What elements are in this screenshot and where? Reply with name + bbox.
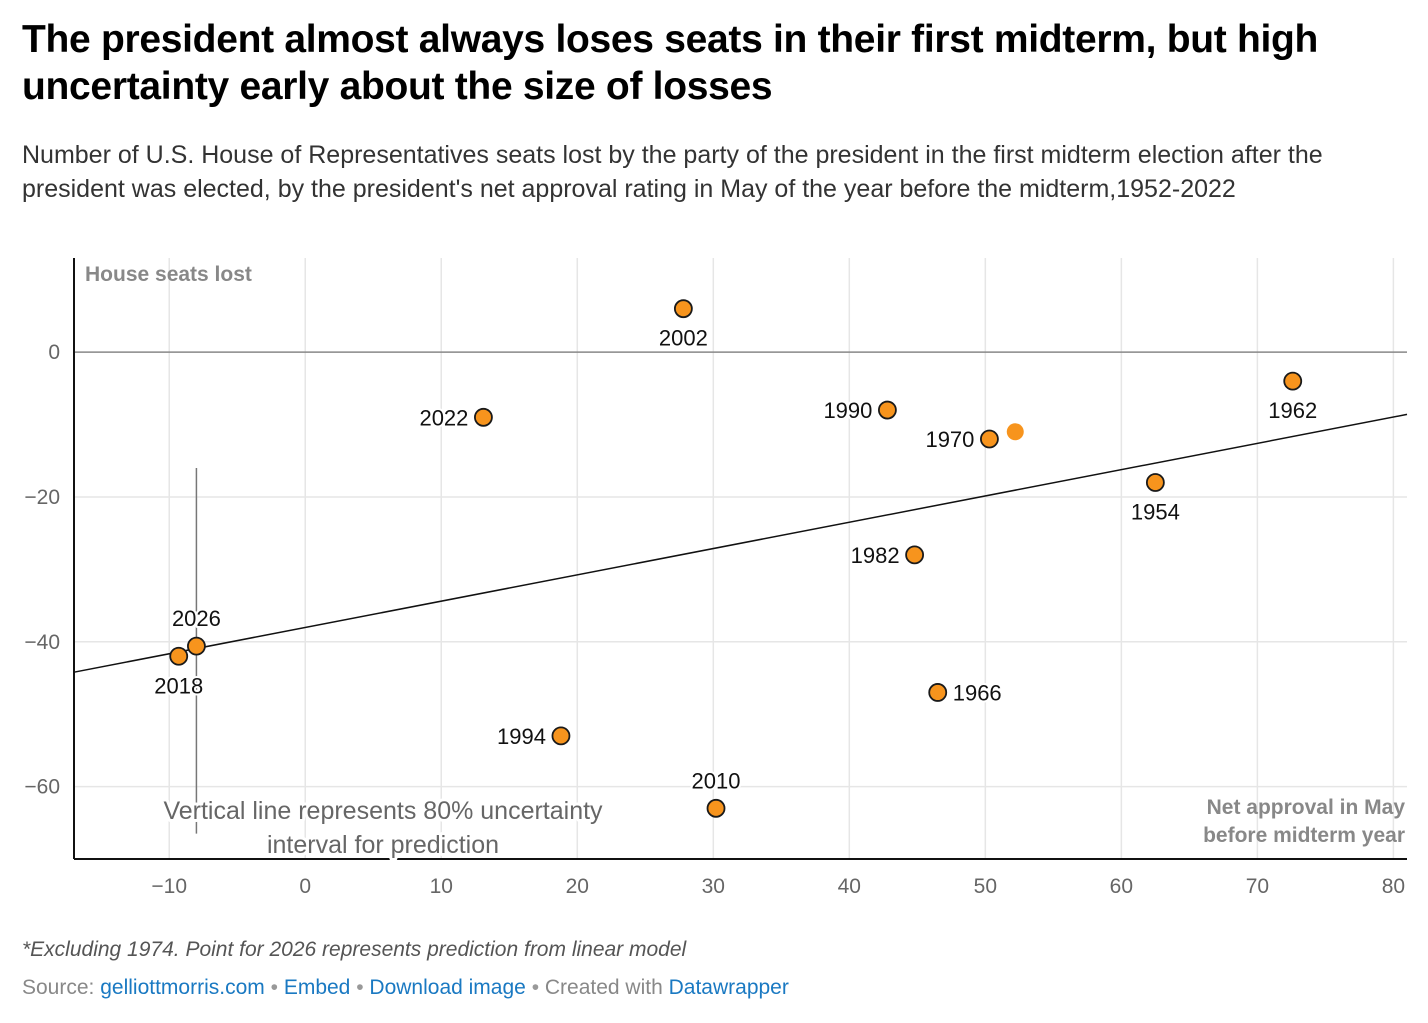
point-label: 1966 [953,680,1002,705]
datawrapper-link[interactable]: Datawrapper [668,976,789,999]
y-tick-label: −40 [24,631,60,654]
x-tick-label: −10 [151,875,187,898]
trend-line [73,413,1408,673]
point-label: 1982 [851,543,900,568]
data-point [706,798,726,818]
y-tick-label: 0 [48,341,60,364]
x-tick-label: 20 [566,875,589,898]
point-label: 1954 [1131,499,1180,524]
x-tick-label: 50 [974,875,997,898]
x-axis-title-line: before midterm year [1203,824,1405,847]
data-point [1145,473,1165,492]
data-point [169,646,189,666]
point-label: 1970 [925,427,974,452]
x-tick-label: 60 [1110,875,1133,898]
data-point [905,545,925,565]
data-point [1283,371,1303,391]
separator-dot: • [270,976,278,999]
data-point [187,636,206,656]
data-point [551,726,571,746]
source-line: Source: gelliottmorris.com • Embed • Dow… [22,976,789,1000]
point-label: 2018 [154,673,203,698]
x-tick-label: 30 [702,875,725,898]
uncertainty-annotation-line: interval for prediction [267,831,499,859]
y-axis-title: House seats lost [85,263,252,286]
embed-link[interactable]: Embed [283,976,351,999]
y-tick-label: −60 [24,776,60,799]
point-label: 2026 [172,606,221,631]
chart-title: The president almost always loses seats … [22,18,1319,108]
x-tick-label: 10 [430,875,453,898]
data-points [169,299,1303,818]
data-point [474,407,493,427]
data-point [928,683,948,702]
x-tick-label: 80 [1382,875,1405,898]
data-point [673,299,693,319]
point-label: 1990 [823,398,872,423]
footnote: *Excluding 1974. Point for 2026 represen… [22,938,687,961]
data-point-unlabeled [1006,423,1024,441]
created-with-prefix: Created with [544,976,669,999]
uncertainty-annotation-line: Vertical line represents 80% uncertainty [163,797,603,825]
x-axis-title-line: Net approval in May [1207,796,1406,819]
separator-dot: • [531,976,540,999]
source-link[interactable]: gelliottmorris.com [100,976,265,999]
x-tick-label: 0 [299,875,311,898]
data-point [980,429,999,449]
grid-lines [74,258,1407,859]
x-tick-label: 70 [1246,875,1269,898]
y-tick-label: −20 [24,486,60,509]
separator-dot: • [356,976,364,999]
axes: −10 0 10 20 30 40 50 60 70 80 0 −20 −40 −60 House seat… [24,258,1407,898]
data-point [878,400,897,420]
chart-subtitle: Number of U.S. House of Representatives … [22,141,1323,203]
point-label: 2022 [419,405,468,430]
point-label: 2002 [659,326,708,351]
download-image-link[interactable]: Download image [369,976,526,999]
x-tick-label: 40 [838,875,861,898]
trend [73,413,1408,673]
annotations: Vertical line represents 80% uncertainty… [160,467,606,862]
point-label: 2010 [692,768,741,793]
source-prefix: Source: [22,976,101,999]
point-label: 1994 [497,724,546,749]
point-labels: 2002 2022 1990 1970 1962 1954 1982 2018 2026 1966… [152,324,1319,796]
point-label: 1962 [1268,398,1317,423]
